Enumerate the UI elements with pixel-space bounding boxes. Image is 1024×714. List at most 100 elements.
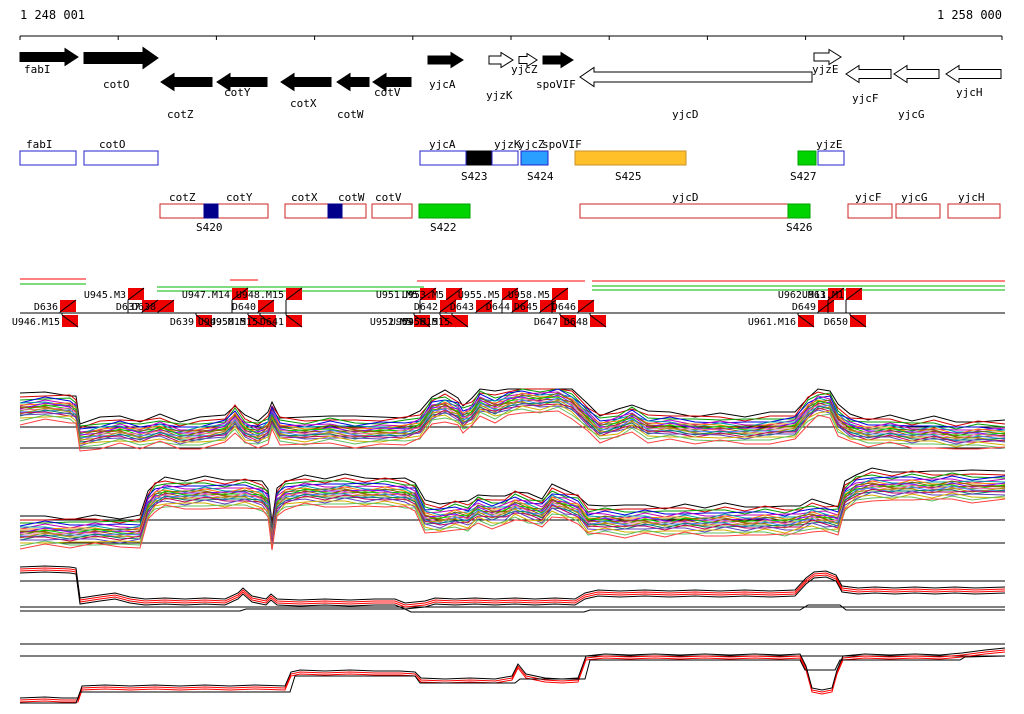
probe-flag-diagonal	[849, 314, 867, 328]
probe-flag-diagonal	[127, 287, 145, 301]
profile-track-1-series-2	[19, 388, 1006, 430]
gene-cotV-label: cotV	[374, 86, 401, 99]
gene-yjcD-arrow[interactable]	[579, 66, 813, 88]
segment-S420-core[interactable]	[203, 203, 219, 219]
probe-D640-label: D640	[232, 302, 256, 313]
gene-cotO-label: cotO	[103, 78, 130, 91]
ruler-start-coordinate: 1 248 001	[20, 8, 86, 22]
segment-S421-core[interactable]	[327, 203, 343, 219]
gene-cotV-arrow[interactable]	[372, 72, 412, 92]
probe-U958.M5-label: U958.M5	[508, 290, 550, 301]
probe-D642-label: D642	[414, 302, 438, 313]
profile-track-1-series-17	[19, 403, 1006, 448]
hyb-track-2-red	[19, 649, 1006, 701]
segment-label-S423: S423	[461, 170, 488, 183]
segment-label-S422: S422	[430, 221, 457, 234]
segment-label-yjcA: yjcA	[429, 138, 456, 151]
profile-track-2-series-3	[19, 475, 1006, 533]
probe-flag-diagonal	[451, 314, 469, 328]
segment-S424[interactable]	[520, 150, 549, 166]
segment-S427[interactable]	[797, 150, 817, 166]
segment-label-cotO: cotO	[99, 138, 126, 151]
segment-label-yjcD: yjcD	[672, 191, 699, 204]
probe-flag-diagonal	[501, 287, 519, 301]
segment-yjcF[interactable]	[847, 203, 893, 219]
segment-S422[interactable]	[418, 203, 471, 219]
segment-yjcH[interactable]	[947, 203, 1001, 219]
probe-flag-diagonal	[511, 299, 529, 313]
gene-cotZ-label: cotZ	[167, 108, 194, 121]
segment-label-S424: S424	[527, 170, 554, 183]
hyb-track-2-black-alt	[20, 655, 1006, 704]
probe-flag-diagonal	[285, 287, 303, 301]
segment-S425[interactable]	[574, 150, 687, 166]
profile-track-1-series-13	[19, 399, 1006, 442]
probe-U963.M1-label: U963.M1	[802, 290, 844, 301]
gene-yjcA-arrow[interactable]	[427, 51, 464, 69]
probe-flag-diagonal	[551, 287, 569, 301]
segment-label-yjcZ: yjcZ	[518, 138, 545, 151]
gene-yjcG-arrow[interactable]	[893, 64, 940, 84]
segment-label-fabI: fabI	[26, 138, 53, 151]
probe-flag-diagonal	[577, 299, 595, 313]
profile-track-2-series-1	[20, 470, 1006, 527]
probe-U951.M5-label: U951.M5	[376, 290, 418, 301]
gene-spoVIF-label: spoVIF	[536, 78, 576, 91]
profile-track-1-series-4	[19, 391, 1006, 433]
segment-fabI[interactable]	[19, 150, 77, 166]
profile-track-1-series-14	[19, 401, 1006, 443]
profile-track-2-series-18	[19, 495, 1006, 551]
gene-yjcH-label: yjcH	[956, 86, 983, 99]
segment-label-cotZ: cotZ	[169, 191, 196, 204]
segment-yjcA[interactable]	[419, 150, 467, 166]
gene-yjzE-arrow[interactable]	[813, 48, 842, 66]
segment-label-cotW: cotW	[338, 191, 365, 204]
segment-S423[interactable]	[466, 150, 492, 166]
profile-track-1-series-12	[19, 397, 1006, 442]
probe-flag-diagonal	[845, 287, 863, 301]
gene-yjzK-label: yjzK	[486, 89, 513, 102]
gene-fabI-arrow[interactable]	[19, 47, 79, 67]
profile-track-1-series-18	[19, 406, 1006, 449]
probe-flag-diagonal	[817, 299, 835, 313]
gene-cotW-arrow[interactable]	[336, 72, 370, 92]
gene-yjzE-label: yjzE	[812, 63, 839, 76]
gene-cotY-label: cotY	[224, 86, 251, 99]
hyb-track-1-black-lower	[19, 571, 1006, 610]
probe-D643-label: D643	[450, 302, 474, 313]
gene-cotX-arrow[interactable]	[280, 72, 332, 92]
hyb-track-2-black-hug	[19, 647, 1006, 699]
probe-D639-label: D639	[170, 317, 194, 328]
gene-cotY-arrow[interactable]	[216, 72, 268, 92]
segment-cotO[interactable]	[83, 150, 159, 166]
gene-cotO-arrow[interactable]	[83, 46, 159, 70]
probe-U953.M5-label: U953.M5	[402, 290, 444, 301]
segment-label-S425: S425	[615, 170, 642, 183]
probe-U961.M16-label: U961.M16	[748, 317, 796, 328]
gene-yjcZ-arrow[interactable]	[518, 52, 538, 68]
profile-track-2-series-19	[19, 498, 1006, 551]
probe-U954.M15-label: U954.M15	[390, 317, 438, 328]
segment-S426[interactable]	[787, 203, 811, 219]
segment-label-S420: S420	[196, 221, 223, 234]
probe-U945.M3-label: U945.M3	[84, 290, 126, 301]
profile-track-2-series-0	[20, 467, 1006, 523]
segment-label-yjcF: yjcF	[855, 191, 882, 204]
probe-flag-diagonal	[559, 314, 577, 328]
segment-cotV[interactable]	[371, 203, 413, 219]
segment-yjcD[interactable]	[579, 203, 811, 219]
segment-yjcG[interactable]	[895, 203, 941, 219]
probe-U946.M15-label: U946.M15	[12, 317, 60, 328]
gene-cotZ-arrow[interactable]	[160, 72, 213, 92]
probe-D645-label: D645	[514, 302, 538, 313]
gene-yjcF-arrow[interactable]	[845, 64, 892, 84]
segment-cotX-cotW[interactable]	[284, 203, 367, 219]
segment-yjzK[interactable]	[491, 150, 519, 166]
gene-spoVIF-arrow[interactable]	[542, 51, 574, 69]
gene-yjzK-arrow[interactable]	[488, 51, 514, 69]
probe-U962.M11-label: U962.M11	[778, 290, 826, 301]
segment-yjzE[interactable]	[817, 150, 845, 166]
gene-yjcH-arrow[interactable]	[945, 64, 1002, 84]
gene-yjcA-label: yjcA	[429, 78, 456, 91]
